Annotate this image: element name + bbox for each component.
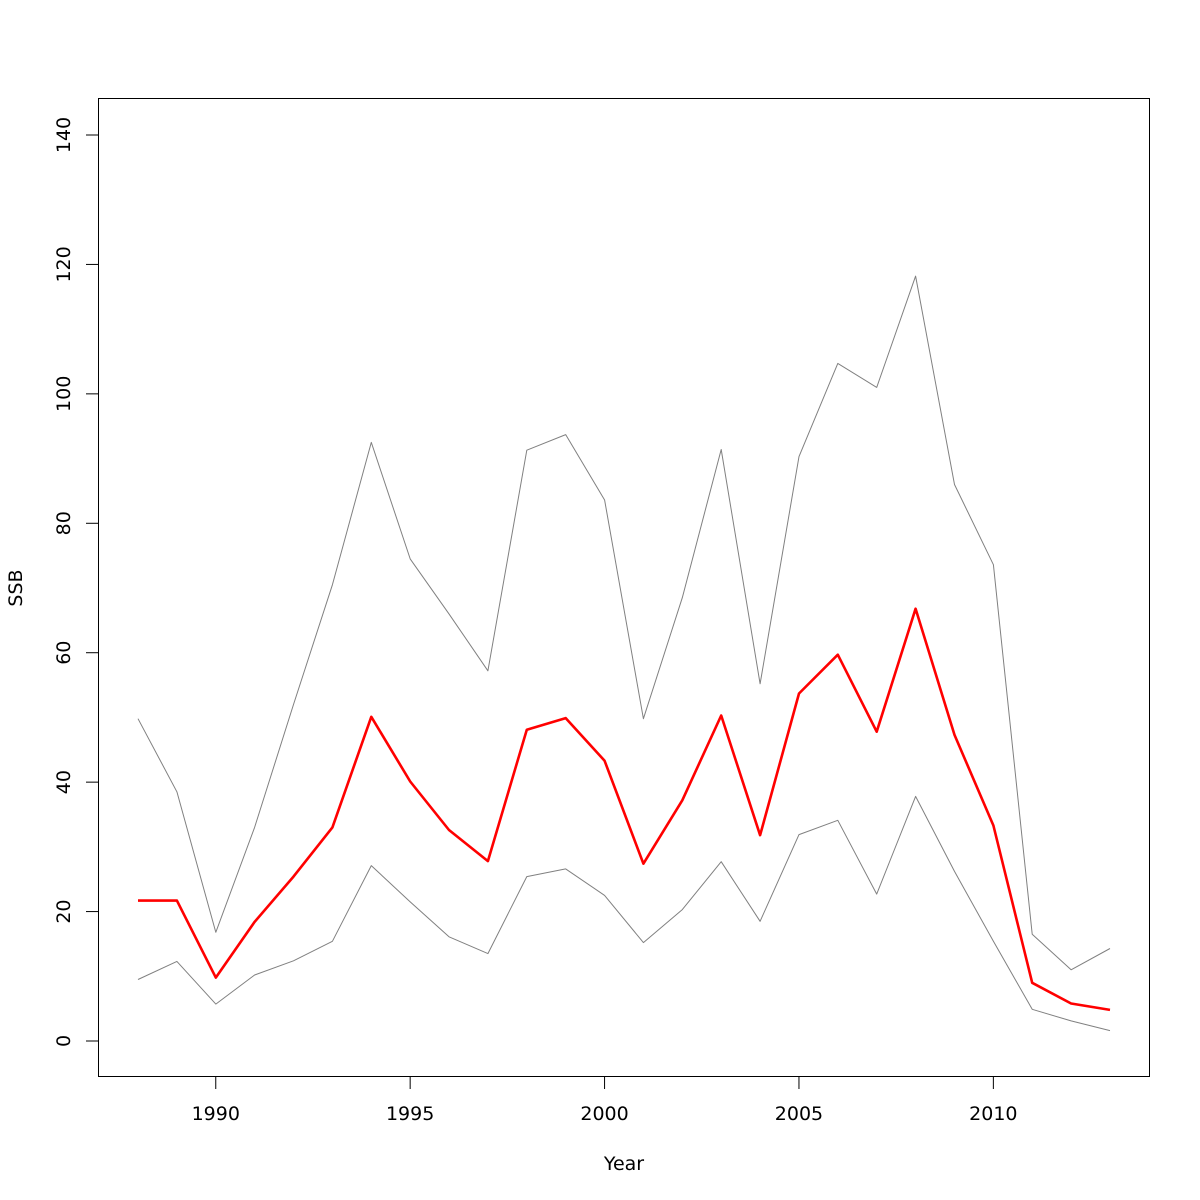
y-tick-label: 140 — [53, 117, 75, 153]
series-line-lower — [137, 795, 1111, 1032]
x-tick-label: 1990 — [192, 1103, 240, 1125]
series-layer — [137, 275, 1111, 1032]
x-tick-label: 2005 — [775, 1103, 823, 1125]
x-axis-label: Year — [603, 1153, 644, 1175]
x-tick-label: 1995 — [386, 1103, 434, 1125]
y-axis-label: SSB — [5, 569, 27, 606]
x-tick-label: 2000 — [580, 1103, 628, 1125]
x-axis: 1990 1995 2000 2005 2010 — [192, 1076, 1018, 1125]
y-tick-label: 120 — [53, 246, 75, 282]
y-tick-label: 80 — [53, 511, 75, 535]
y-tick-label: 0 — [53, 1035, 75, 1047]
y-tick-label: 60 — [53, 641, 75, 665]
y-tick-label: 100 — [53, 376, 75, 412]
y-axis: 0 20 40 60 80 100 120 140 — [53, 117, 99, 1047]
plot-frame — [98, 98, 1150, 1077]
y-tick-label: 40 — [53, 770, 75, 794]
y-tick-label: 20 — [53, 899, 75, 923]
series-line-upper — [137, 275, 1111, 971]
x-tick-label: 2010 — [969, 1103, 1017, 1125]
series-line-estimate — [138, 607, 1111, 1012]
